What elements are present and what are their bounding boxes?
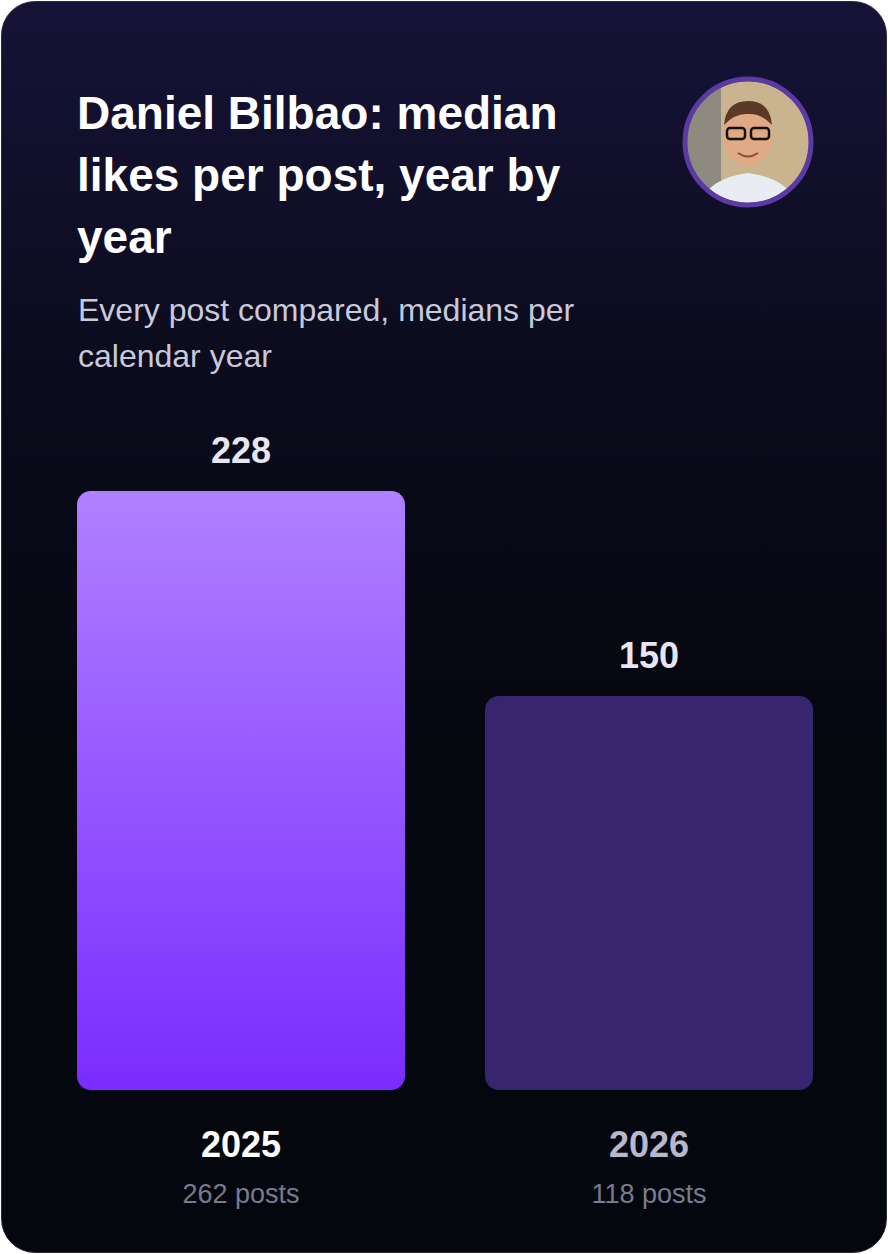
- bars: [77, 491, 813, 1090]
- category-label: 2025: [201, 1124, 281, 1165]
- post-count: 118 posts: [591, 1179, 706, 1209]
- data-label: 228: [211, 430, 271, 471]
- bar: [485, 696, 813, 1090]
- bar-group: [77, 491, 405, 1090]
- card: Daniel Bilbao: median likes per post, ye…: [1, 1, 887, 1253]
- avatar: [681, 76, 821, 216]
- subtitle: Every post compared, medians per calenda…: [78, 287, 618, 379]
- title: Daniel Bilbao: median likes per post, ye…: [77, 82, 637, 268]
- bar: [77, 491, 405, 1090]
- post-count: 262 posts: [182, 1179, 299, 1209]
- bar-group: [485, 696, 813, 1090]
- bar-shade: [77, 491, 405, 1090]
- chart-svg: 228 2025 262 posts 150 2026 118 posts: [1, 1, 887, 1253]
- data-label: 150: [619, 635, 679, 676]
- category-label: 2026: [609, 1124, 689, 1165]
